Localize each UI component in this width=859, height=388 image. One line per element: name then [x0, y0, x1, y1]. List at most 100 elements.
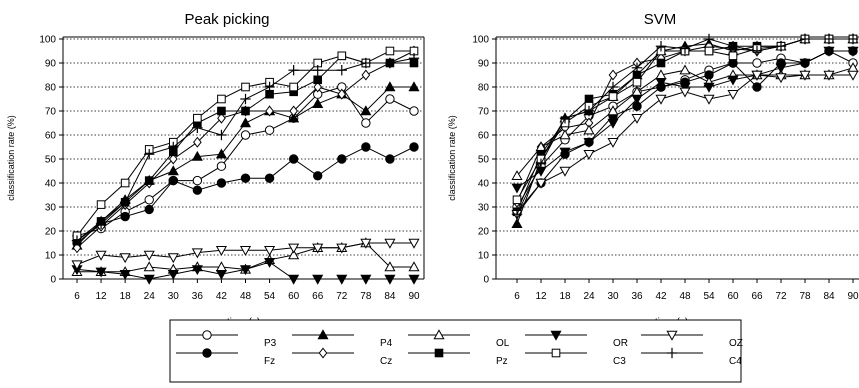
data-point — [216, 178, 227, 188]
data-point — [632, 77, 642, 87]
legend-label: C3 — [613, 356, 626, 367]
data-point — [608, 69, 618, 81]
data-point — [511, 209, 523, 220]
data-point — [288, 112, 300, 123]
data-point — [264, 246, 276, 256]
x-tick-label: 18 — [120, 291, 132, 302]
data-point — [727, 90, 739, 100]
data-point — [240, 130, 251, 140]
x-tick-label: 60 — [288, 291, 300, 302]
data-point — [384, 238, 396, 249]
x-tick-label: 6 — [514, 291, 520, 302]
data-point — [167, 253, 179, 264]
y-tick-label: 90 — [45, 59, 57, 70]
data-point — [191, 265, 203, 276]
legend-marker — [666, 330, 678, 341]
data-point — [71, 260, 83, 271]
data-point — [193, 136, 202, 148]
data-point — [679, 64, 691, 75]
data-point — [385, 94, 395, 104]
data-point — [264, 258, 276, 268]
data-point — [168, 141, 179, 153]
data-point — [144, 195, 154, 205]
data-point — [144, 204, 154, 215]
y-tick-label: 10 — [478, 251, 490, 262]
y-tick-label: 30 — [45, 203, 57, 214]
data-point — [143, 250, 155, 261]
data-point — [823, 70, 835, 81]
data-point — [655, 78, 667, 88]
data-point — [192, 175, 203, 186]
y-tick-label: 70 — [45, 107, 57, 118]
data-point — [240, 93, 251, 105]
y-tick-label: 0 — [50, 275, 56, 286]
data-point — [384, 81, 396, 92]
x-tick-label: 12 — [535, 291, 547, 302]
x-tick-label: 24 — [144, 291, 156, 302]
legend-item-oz: OZ — [641, 330, 743, 349]
data-point — [583, 124, 595, 135]
data-point — [751, 45, 763, 57]
data-point — [192, 122, 203, 133]
data-point — [313, 81, 323, 93]
x-tick-label: 54 — [703, 291, 715, 302]
legend-marker — [317, 329, 329, 340]
data-point — [703, 94, 715, 105]
data-point — [119, 197, 131, 208]
data-point — [143, 261, 155, 272]
data-point — [361, 142, 371, 152]
y-tick-label: 20 — [45, 227, 57, 238]
y-tick-label: 50 — [478, 155, 490, 166]
data-point — [96, 200, 106, 209]
data-point — [535, 178, 547, 189]
data-point — [823, 46, 835, 57]
y-tick-label: 60 — [45, 131, 57, 142]
data-point — [72, 242, 82, 254]
data-point — [215, 246, 227, 256]
legend-box — [169, 319, 742, 383]
data-point — [312, 98, 324, 108]
data-point — [119, 270, 131, 280]
x-tick-label: 42 — [655, 291, 667, 302]
data-point — [728, 51, 738, 61]
data-point — [191, 248, 203, 259]
data-point — [313, 171, 323, 181]
data-point — [95, 250, 107, 261]
data-point — [679, 82, 691, 93]
x-tick-label: 54 — [264, 291, 276, 302]
data-point — [847, 70, 859, 81]
data-point — [775, 73, 787, 84]
grid — [496, 38, 859, 256]
legend-item-ol: OL — [408, 329, 510, 349]
data-point — [511, 170, 523, 180]
data-point — [215, 270, 227, 280]
y-tick-label: 40 — [45, 179, 57, 190]
x-tick-label: 48 — [240, 291, 252, 302]
legend-label: OR — [613, 338, 628, 349]
series-c4 — [71, 53, 420, 246]
data-point — [95, 267, 107, 278]
data-point — [775, 63, 787, 74]
data-point — [384, 261, 396, 272]
data-point — [679, 87, 691, 98]
data-point — [216, 129, 227, 141]
data-point — [119, 253, 131, 264]
data-point — [679, 43, 691, 54]
x-tick-label: 78 — [799, 291, 811, 302]
data-point — [168, 175, 178, 186]
data-point — [751, 70, 763, 81]
x-tick-label: 66 — [751, 291, 763, 302]
data-point — [631, 94, 643, 105]
y-tick-label: 30 — [478, 203, 490, 214]
y-tick-label: 100 — [39, 35, 56, 46]
legend-marker — [434, 348, 444, 358]
legend-item-pz: Pz — [408, 348, 508, 367]
data-point — [120, 178, 130, 188]
legend-label: P4 — [380, 338, 393, 349]
data-point — [656, 58, 666, 68]
legend-item-c4: C4 — [641, 347, 742, 367]
y-tick-label: 90 — [478, 59, 490, 70]
data-point — [583, 105, 595, 117]
data-point — [655, 41, 667, 52]
